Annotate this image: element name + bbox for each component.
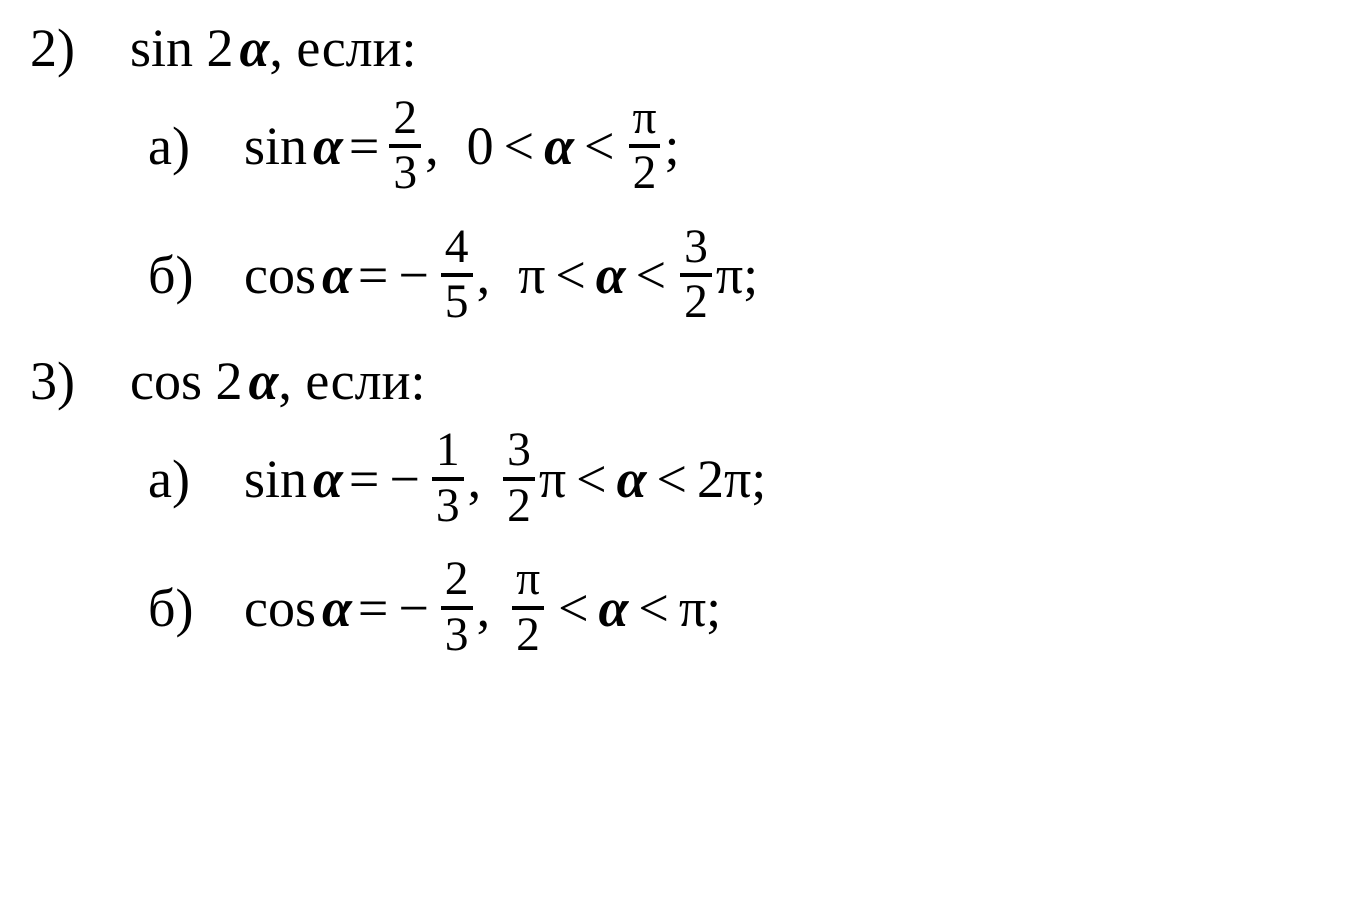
- minus-sign: −: [398, 247, 428, 304]
- terminator: ;: [743, 247, 758, 304]
- range-right: π: [679, 580, 706, 637]
- target-var: α: [240, 20, 270, 77]
- fraction-num: 4: [441, 224, 473, 274]
- fn-var: α: [313, 451, 343, 508]
- fn-name: cos: [244, 580, 316, 637]
- lt-sign: <: [636, 247, 666, 304]
- problem-after-text: , если:: [278, 353, 425, 410]
- target-fn: sin 2: [130, 20, 234, 77]
- range-right-fraction: π 2: [628, 95, 660, 198]
- problem-2a: а) sin α = 2 3 , 0 < α < π 2 ;: [148, 95, 1327, 198]
- range-var: α: [617, 451, 647, 508]
- equation: sin α = 2 3 , 0 < α < π 2 ;: [244, 95, 679, 198]
- fraction-den: 2: [680, 273, 712, 327]
- lt-sign: <: [558, 580, 588, 637]
- equation: cos α = − 4 5 , π < α < 3 2 π ;: [244, 224, 758, 327]
- minus-sign: −: [389, 451, 419, 508]
- fraction-num: 1: [432, 427, 464, 477]
- subproblem-label: а): [148, 451, 244, 508]
- value-fraction: 2 3: [441, 556, 473, 659]
- range-left-fraction: 3 2: [503, 427, 535, 530]
- fraction-den: 5: [441, 273, 473, 327]
- subproblem-label: а): [148, 118, 244, 175]
- value-fraction: 4 5: [441, 224, 473, 327]
- problem-target: sin 2 α: [130, 20, 269, 77]
- lt-sign: <: [504, 118, 534, 175]
- equation: sin α = − 1 3 , 3 2 π < α < 2π ;: [244, 427, 766, 530]
- fraction-num: 2: [441, 556, 473, 606]
- value-fraction: 1 3: [432, 427, 464, 530]
- fraction-num: 3: [680, 224, 712, 274]
- fraction-den: 2: [629, 144, 661, 198]
- range-var: α: [599, 580, 629, 637]
- fn-name: cos: [244, 247, 316, 304]
- lt-sign: <: [576, 451, 606, 508]
- lt-sign: <: [638, 580, 668, 637]
- range-left: π: [518, 247, 545, 304]
- fraction-num: 2: [389, 95, 421, 145]
- target-var: α: [248, 353, 278, 410]
- fraction-den: 3: [441, 606, 473, 660]
- lt-sign: <: [656, 451, 686, 508]
- terminator: ;: [751, 451, 766, 508]
- fraction-den: 3: [432, 477, 464, 531]
- terminator: ;: [706, 580, 721, 637]
- comma: ,: [468, 451, 482, 508]
- problem-3-header: 3) cos 2 α , если:: [30, 353, 1327, 410]
- target-fn: cos 2: [130, 353, 242, 410]
- problem-2-header: 2) sin 2 α , если:: [30, 20, 1327, 77]
- equation: cos α = − 2 3 , π 2 < α < π ;: [244, 556, 721, 659]
- math-exercise-page: 2) sin 2 α , если: а) sin α = 2 3 , 0 < …: [0, 0, 1357, 907]
- equals-sign: =: [349, 118, 379, 175]
- problem-number: 3): [30, 353, 130, 410]
- range-var: α: [596, 247, 626, 304]
- fn-name: sin: [244, 451, 307, 508]
- range-right: 2π: [697, 451, 751, 508]
- value-fraction: 2 3: [389, 95, 421, 198]
- problem-after-text: , если:: [269, 20, 416, 77]
- problem-target: cos 2 α: [130, 353, 278, 410]
- terminator: ;: [664, 118, 679, 175]
- fraction-num: 3: [503, 427, 535, 477]
- subproblem-label: б): [148, 580, 244, 637]
- range-var: α: [544, 118, 574, 175]
- fraction-den: 2: [503, 477, 535, 531]
- fn-var: α: [322, 580, 352, 637]
- fn-name: sin: [244, 118, 307, 175]
- fraction-num: π: [512, 556, 544, 606]
- range-left: 0: [467, 118, 494, 175]
- minus-sign: −: [398, 580, 428, 637]
- problem-3a: а) sin α = − 1 3 , 3 2 π < α < 2π ;: [148, 427, 1327, 530]
- range-right-fraction: 3 2: [680, 224, 712, 327]
- equals-sign: =: [358, 247, 388, 304]
- fn-var: α: [322, 247, 352, 304]
- range-left-fraction: π 2: [512, 556, 544, 659]
- problem-2b: б) cos α = − 4 5 , π < α < 3 2 π ;: [148, 224, 1327, 327]
- lt-sign: <: [584, 118, 614, 175]
- lt-sign: <: [555, 247, 585, 304]
- range-right-tail: π: [716, 247, 743, 304]
- comma: ,: [477, 580, 491, 637]
- problem-3b: б) cos α = − 2 3 , π 2 < α < π ;: [148, 556, 1327, 659]
- problem-number: 2): [30, 20, 130, 77]
- comma: ,: [477, 247, 491, 304]
- fn-var: α: [313, 118, 343, 175]
- equals-sign: =: [358, 580, 388, 637]
- fraction-den: 2: [512, 606, 544, 660]
- subproblem-label: б): [148, 247, 244, 304]
- equals-sign: =: [349, 451, 379, 508]
- fraction-num: π: [628, 95, 660, 145]
- comma: ,: [425, 118, 439, 175]
- fraction-den: 3: [389, 144, 421, 198]
- range-left-tail: π: [539, 451, 566, 508]
